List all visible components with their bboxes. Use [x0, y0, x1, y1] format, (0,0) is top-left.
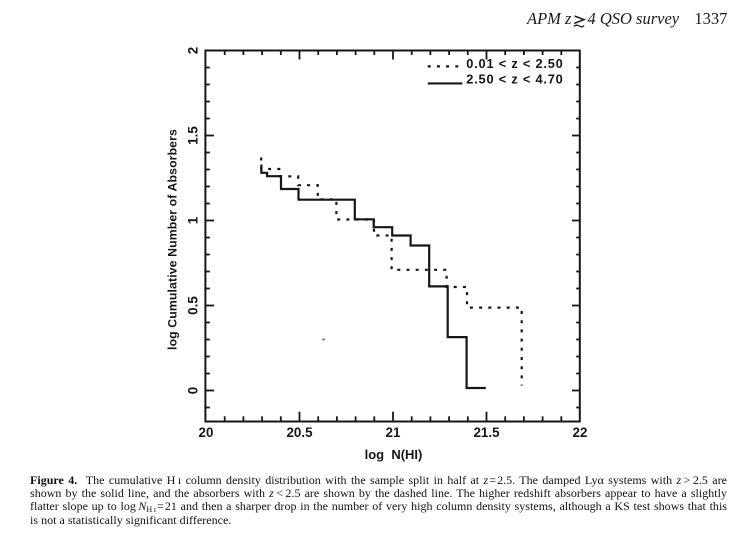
svg-text:log N(HI): log N(HI) — [365, 447, 423, 462]
svg-text:21: 21 — [386, 425, 401, 440]
svg-text:0: 0 — [186, 387, 201, 394]
svg-text:1: 1 — [186, 216, 201, 224]
svg-text:21.5: 21.5 — [473, 425, 500, 440]
svg-text:22: 22 — [573, 425, 588, 440]
svg-text:log Cumulative Number of Absor: log Cumulative Number of Absorbers — [166, 129, 180, 350]
svg-text:2.50 < z < 4.70: 2.50 < z < 4.70 — [466, 72, 563, 87]
svg-text:20.5: 20.5 — [286, 425, 313, 440]
svg-text:0.5: 0.5 — [186, 296, 201, 315]
svg-text:2: 2 — [186, 47, 201, 54]
svg-text:0.01 < z < 2.50: 0.01 < z < 2.50 — [466, 56, 563, 71]
svg-text:1.5: 1.5 — [186, 126, 201, 145]
svg-text:20: 20 — [199, 425, 214, 440]
